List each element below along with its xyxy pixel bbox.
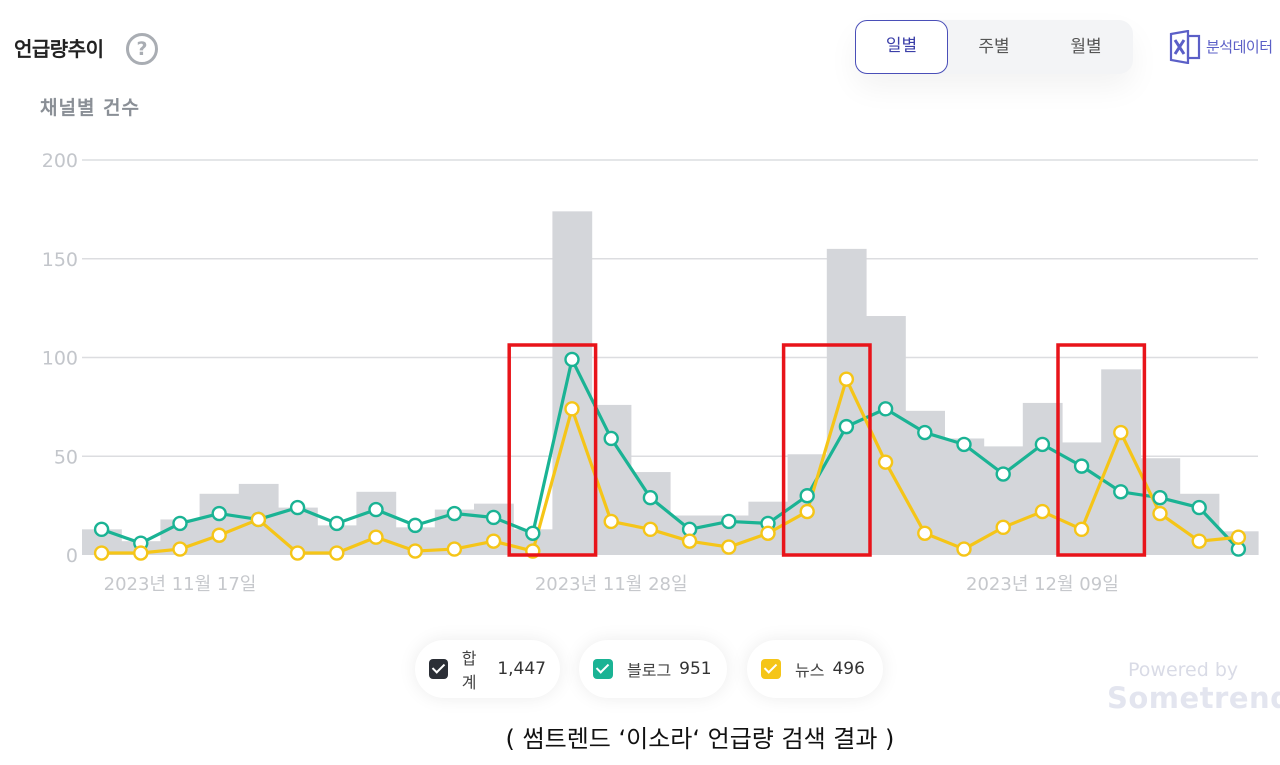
excel-icon[interactable] [1168,30,1202,64]
blog-point [172,515,188,532]
legend-news-value: 496 [832,659,865,679]
mention-trend-chart: 0 50 100 150 200 2023년 11월 17일 2023년 11월 28일 20… [42,150,1259,595]
news-point [721,539,737,555]
sometrend-logo: Sometrend [1107,681,1280,715]
blog-point [525,525,541,541]
tab-daily[interactable]: 일별 [855,20,948,74]
blog-point [1191,499,1207,516]
legend-total-label: 합계 [461,649,477,692]
checkbox-checked-icon [429,659,448,679]
blog-point [956,436,972,453]
news-point [211,527,227,543]
chart-title: 언급량추이 [14,37,104,61]
news-point [368,529,384,545]
help-icon[interactable]: ? [126,33,158,65]
news-point [877,454,894,470]
blog-point [1073,458,1090,474]
news-point [1073,521,1090,538]
news-point [172,541,188,557]
news-point [603,513,619,530]
news-point [329,545,345,561]
legend: 합계 1,447 블로그 951 뉴스 496 [0,638,1280,704]
news-point [917,525,933,541]
period-tab-group: 일별 주별 월별 [855,20,1133,74]
blog-point [368,501,384,518]
checkbox-checked-icon [593,659,613,679]
highlight-box [507,343,598,557]
legend-news-label: 뉴스 [795,661,825,680]
blog-point [211,505,227,522]
news-point [446,541,463,557]
news-point [564,401,580,417]
blog-point [995,466,1011,482]
export-data-link[interactable]: 분석데이터 [1206,38,1273,56]
news-point [642,521,659,538]
blog-point [799,488,815,504]
blog-point [329,515,345,532]
y-tick-label: 200 [42,150,78,172]
legend-blog-toggle[interactable]: 블로그 951 [579,640,727,698]
figure-caption: ( 썸트렌드 ‘이소라‘ 언급량 검색 결과 ) [0,719,1280,754]
blog-point [564,351,580,368]
blog-point [877,401,894,417]
news-point [995,519,1011,536]
blog-point [1152,490,1168,506]
legend-total-value: 1,447 [497,659,546,679]
tab-weekly[interactable]: 주별 [978,37,1010,57]
blog-point [485,509,502,526]
news-point [681,533,698,549]
blog-point [1034,436,1051,453]
total-bar [199,493,240,555]
news-point [1152,505,1168,522]
news-point [1034,503,1051,520]
figure-caption-text: ( 썸트렌드 ‘이소라‘ 언급량 검색 결과 ) [505,725,895,753]
total-bar [1022,402,1063,555]
total-bar [630,472,671,555]
blog-point [642,490,659,506]
total-bar [552,211,593,555]
blog-point [721,513,737,530]
x-tick-label: 2023년 12월 09일 [966,574,1119,595]
blog-point [407,517,423,534]
news-point [289,545,306,561]
x-tick-label: 2023년 11월 17일 [104,574,257,595]
total-bar [826,248,867,555]
y-tick-label: 150 [42,249,78,271]
news-point [799,503,815,520]
y-axis-label: 채널별 건수 [40,97,141,119]
y-tick-label: 100 [42,348,78,370]
news-point [760,525,776,541]
news-point [250,511,267,528]
blog-point [917,424,933,441]
highlight-box [1056,343,1147,557]
news-point [956,541,972,557]
blog-point [603,430,619,447]
total-bar [356,491,397,555]
news-point [93,545,110,561]
blog-point [289,499,306,516]
blog-point [838,418,855,435]
news-point [1230,529,1247,545]
legend-blog-label: 블로그 [627,661,672,680]
blog-point [93,521,110,538]
legend-total-toggle[interactable]: 합계 1,447 [415,640,560,698]
news-point [1191,533,1207,549]
blog-point [1113,484,1129,500]
news-point [838,371,855,387]
total-bar [944,438,985,555]
powered-by-text: Powered by [1128,659,1239,681]
news-point [1113,424,1129,441]
news-point [133,545,149,561]
legend-news-toggle[interactable]: 뉴스 496 [747,640,883,698]
x-tick-label: 2023년 11월 28일 [535,574,688,595]
news-point [485,533,502,549]
legend-blog-value: 951 [679,659,712,679]
blog-point [446,505,463,522]
news-point [407,543,423,559]
highlight-box [781,343,872,557]
y-tick-label: 50 [54,446,78,468]
checkbox-checked-icon [761,659,781,679]
y-tick-label: 0 [66,545,78,567]
tab-monthly[interactable]: 월별 [1070,37,1102,57]
